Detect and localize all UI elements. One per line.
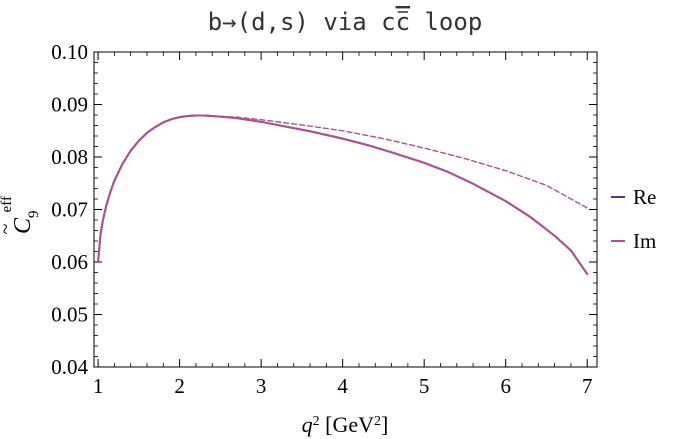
y-tick-label: 0.10 (51, 40, 88, 64)
x-tick-label: 1 (93, 374, 104, 398)
axis-ticks (94, 51, 597, 368)
y-axis-label-sub: 9 (26, 210, 42, 218)
y-tick-label: 0.07 (51, 198, 88, 222)
y-tick-label: 0.05 (51, 303, 88, 327)
y-axis-label-base: C (10, 217, 36, 234)
x-axis-label-sup: 2 (313, 414, 320, 429)
x-tick-label: 3 (256, 374, 267, 398)
legend-label-re: Re (633, 185, 656, 209)
legend-label-im: Im (633, 229, 656, 253)
x-tick-label: 5 (419, 374, 430, 398)
series-layer (97, 114, 589, 276)
y-axis-label-accent: ~ (0, 223, 17, 234)
y-tick-label: 0.06 (51, 250, 88, 274)
y-axis-label: C9 eff ~ (0, 196, 42, 234)
chart-title-suffix: loop (410, 8, 482, 36)
x-tick-label: 7 (582, 374, 593, 398)
x-axis-label-unit-sup: 2 (374, 414, 381, 429)
chart-title-overlined: c (396, 8, 410, 36)
y-tick-label: 0.08 (51, 145, 88, 169)
axis-tick-labels: 1 2 3 4 5 6 7 0.04 0.05 0.06 0.07 0.08 0.09 0.10 (51, 40, 592, 398)
x-tick-label: 6 (500, 374, 511, 398)
x-tick-label: 4 (337, 374, 348, 398)
x-axis-label: q2 [GeV2] (302, 412, 389, 437)
x-axis-label-unit-close: ] (381, 412, 388, 437)
legend: Re Im (611, 185, 656, 253)
x-axis-label-unit-open: [GeV (320, 412, 374, 437)
y-axis-label-sup: eff (0, 196, 15, 212)
y-tick-label: 0.04 (51, 355, 88, 379)
chart-title: b→(d,s) via cc loop (208, 8, 483, 36)
chart-title-prefix: b→(d,s) via c (208, 8, 396, 36)
x-tick-label: 2 (174, 374, 185, 398)
y-axis-label-text: C9 eff (0, 196, 42, 234)
series-line-im (97, 114, 589, 276)
series-line-dashed-2 (203, 114, 588, 209)
y-tick-label: 0.09 (51, 93, 88, 117)
x-axis-label-base: q (302, 412, 313, 437)
plot-frame (93, 51, 598, 368)
